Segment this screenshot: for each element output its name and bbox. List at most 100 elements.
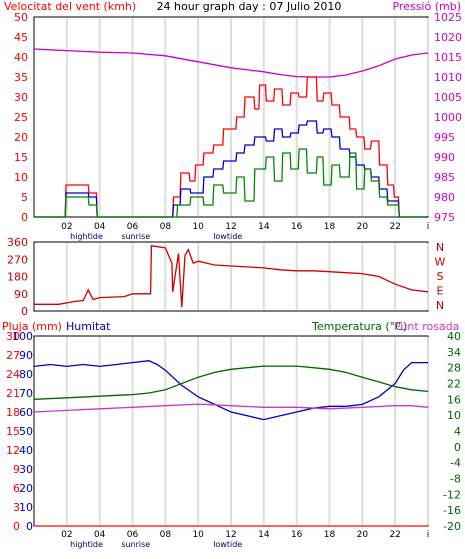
temperature-tick-label: 22 (447, 378, 461, 391)
rain-tick-label: 18 (6, 406, 20, 419)
pressure-tick-label: 985 (434, 171, 455, 184)
wind-direction-gridlines (65, 243, 429, 310)
temperature-tick-label: 28 (447, 362, 461, 375)
temperature-tick-labels: -20 -16 -12 -8 -4 0 4 10 16 22 28 34 40 (443, 330, 461, 533)
humidity-tick-label: 10 (19, 501, 33, 514)
temperature-tick-label: 4 (454, 425, 461, 438)
humidity-axis-title: Humitat (66, 320, 111, 333)
x-annotation-label: sunrise (121, 232, 150, 241)
x-tick-label: i (427, 222, 430, 232)
wind-speed-line-2 (34, 120, 428, 218)
x-tick-label: 22 (389, 530, 400, 540)
wind-speed-tick-label: 5 (21, 191, 28, 204)
humidity-tick-label: 90 (19, 349, 33, 362)
x-tick-label: 06 (127, 530, 139, 540)
pressure-tick-label: 1020 (434, 31, 462, 44)
x-annotation-label: hightide (70, 540, 103, 549)
humidity-tick-label: 60 (19, 406, 33, 419)
rain-tick-label: 30 (6, 330, 20, 343)
x-tick-label: 22 (389, 222, 400, 232)
rain-tick-label: 0 (13, 520, 20, 533)
pressure-line (33, 48, 429, 78)
compass-label: E (437, 285, 444, 298)
pressure-tick-label: 990 (434, 151, 455, 164)
x-tick-label: 12 (225, 530, 236, 540)
temperature-tick-label: -16 (443, 504, 461, 517)
pressure-tick-label: 995 (434, 131, 455, 144)
x-annotation-label: hightide (70, 232, 103, 241)
x-tick-label: 02 (61, 222, 72, 232)
rain-tick-label: 27 (6, 349, 20, 362)
wind-direction-degree-label: 270 (7, 253, 28, 266)
temperature-tick-label: -4 (450, 457, 461, 470)
wind-speed-tick-label: 40 (14, 51, 28, 64)
x-tick-label: 20 (357, 530, 369, 540)
temperature-tick-label: -8 (450, 473, 461, 486)
x-tick-label: 10 (192, 530, 204, 540)
wind-direction-degree-label: 90 (14, 288, 28, 301)
rain-tick-label: 21 (6, 387, 20, 400)
x-tick-label: 14 (258, 222, 270, 232)
wind-speed-axis-title: Velocitat del vent (kmh) (4, 0, 136, 13)
x-tick-label: 04 (94, 530, 106, 540)
humidity-temperature-x-annotations: hightide sunrise lowtide (70, 540, 242, 549)
x-tick-label: 12 (225, 222, 236, 232)
temperature-tick-label: -12 (443, 488, 461, 501)
wind-direction-degree-labels: 0 90 180 270 360 (7, 236, 28, 318)
humidity-temperature-x-tick-labels: 02 04 06 08 10 12 14 16 18 20 22 i (61, 530, 429, 540)
compass-label: N (436, 241, 444, 254)
pressure-tick-label: 1015 (434, 51, 462, 64)
x-tick-label: 08 (160, 530, 172, 540)
pressure-tick-label: 1005 (434, 91, 462, 104)
humidity-temperature-gridlines (65, 337, 429, 525)
dew-point-axis-title: Punt rosada (394, 320, 459, 333)
compass-label: N (436, 299, 444, 312)
pressure-tick-label: 980 (434, 191, 455, 204)
pressure-axis-title: Pressió (mb) (392, 0, 461, 13)
wind-direction-series (34, 245, 429, 308)
temperature-tick-label: 16 (447, 393, 461, 406)
humidity-tick-label: 50 (19, 425, 33, 438)
x-tick-label: 16 (291, 222, 303, 232)
humidity-tick-label: 100 (12, 330, 33, 343)
x-tick-label: 06 (127, 222, 139, 232)
wind-speed-tick-label: 35 (14, 71, 28, 84)
x-tick-label: 16 (291, 530, 303, 540)
rain-axis-title: Pluja (mm) (2, 320, 62, 333)
x-tick-label: 04 (94, 222, 106, 232)
pressure-tick-label: 1000 (434, 111, 462, 124)
humidity-tick-label: 70 (19, 387, 33, 400)
temperatura-line (33, 365, 429, 400)
rain-tick-label: 6 (13, 482, 20, 495)
compass-label: S (437, 270, 444, 283)
chart-title: 24 hour graph day : 07 Julio 2010 (157, 0, 342, 13)
punt-rosada-line (33, 403, 429, 413)
x-tick-label: 08 (160, 222, 172, 232)
x-tick-label: 10 (192, 222, 204, 232)
humidity-temperature-series (33, 360, 429, 527)
rain-tick-label: 3 (13, 501, 20, 514)
temperature-tick-label: 0 (454, 441, 461, 454)
wind-speed-tick-labels: 0 5 10 15 20 25 30 35 40 45 50 (14, 11, 28, 224)
x-tick-label: 18 (324, 530, 336, 540)
rain-tick-label: 15 (6, 425, 20, 438)
pressure-tick-label: 1025 (434, 11, 462, 24)
wind-direction-line (34, 245, 429, 308)
pressure-tick-label: 975 (434, 211, 455, 224)
wind-speed-line-1 (34, 76, 428, 218)
rain-tick-label: 12 (6, 444, 20, 457)
wind-speed-tick-label: 20 (14, 131, 28, 144)
wind-direction-degree-label: 180 (7, 271, 28, 284)
temperature-tick-label: -20 (443, 520, 461, 533)
wind-speed-tick-label: 10 (14, 171, 28, 184)
wind-direction-degree-label: 360 (7, 236, 28, 249)
temperature-tick-label: 10 (447, 409, 461, 422)
wind-pressure-series (33, 48, 429, 218)
wind-speed-tick-label: 45 (14, 31, 28, 44)
x-tick-label: 02 (61, 530, 72, 540)
pressure-tick-label: 1010 (434, 71, 462, 84)
temperature-tick-label: 40 (447, 330, 461, 343)
